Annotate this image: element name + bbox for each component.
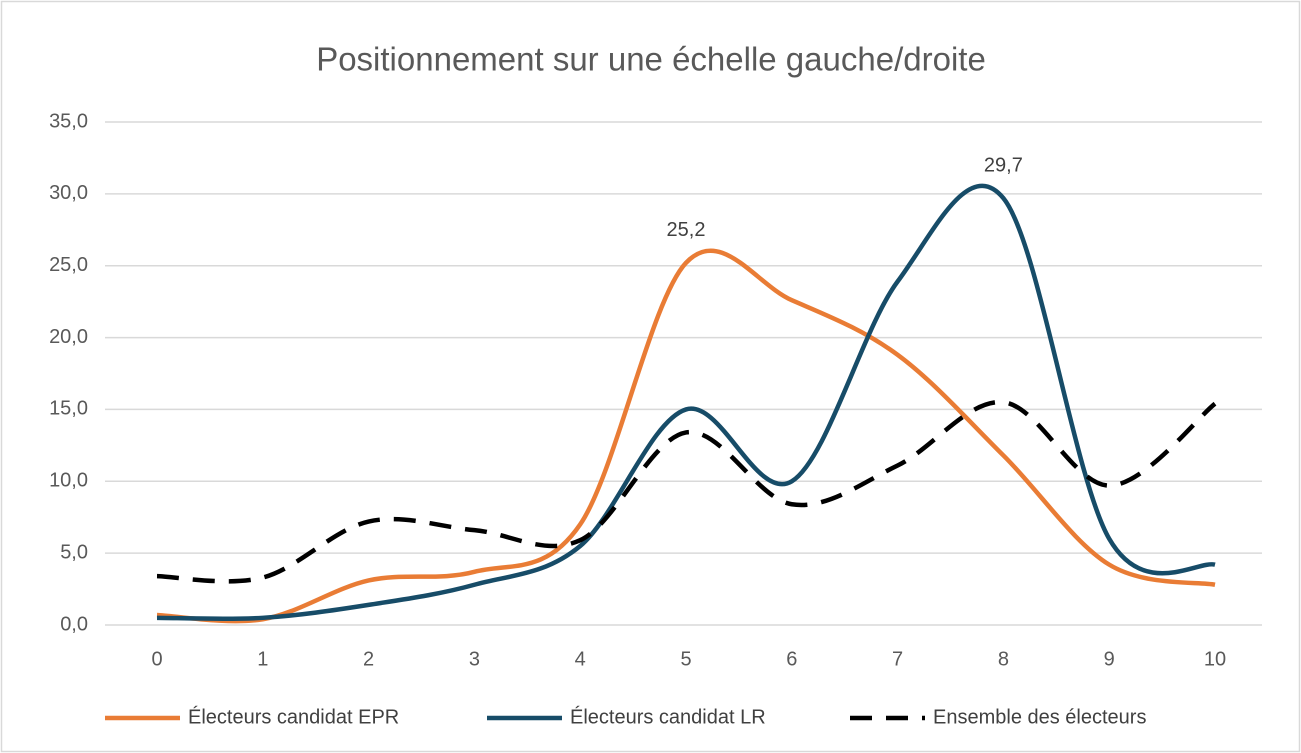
x-tick-label: 1 — [257, 648, 268, 670]
y-tick-label: 5,0 — [60, 541, 88, 563]
x-tick-label: 0 — [151, 648, 162, 670]
x-tick-label: 8 — [998, 648, 1009, 670]
y-tick-label: 15,0 — [49, 398, 88, 420]
y-tick-label: 20,0 — [49, 326, 88, 348]
x-tick-label: 5 — [680, 648, 691, 670]
y-tick-label: 10,0 — [49, 470, 88, 492]
x-tick-label: 3 — [469, 648, 480, 670]
chart-title: Positionnement sur une échelle gauche/dr… — [316, 41, 986, 78]
data-label: 29,7 — [984, 154, 1023, 176]
y-tick-label: 0,0 — [60, 613, 88, 635]
x-tick-label: 4 — [575, 648, 586, 670]
data-label: 25,2 — [667, 219, 706, 241]
y-tick-label: 30,0 — [49, 182, 88, 204]
series-line — [156, 248, 1216, 624]
legend-label: Électeurs candidat LR — [570, 705, 766, 728]
x-tick-label: 7 — [892, 648, 903, 670]
legend-label: Électeurs candidat EPR — [188, 705, 399, 728]
legend-label: Ensemble des électeurs — [933, 706, 1146, 728]
x-tick-label: 2 — [363, 648, 374, 670]
x-tick-label: 9 — [1104, 648, 1115, 670]
y-tick-label: 25,0 — [49, 254, 88, 276]
x-tick-label: 10 — [1204, 648, 1226, 670]
series-line — [156, 183, 1216, 622]
x-tick-label: 6 — [786, 648, 797, 670]
series-line — [156, 399, 1217, 584]
y-tick-label: 35,0 — [49, 110, 88, 132]
